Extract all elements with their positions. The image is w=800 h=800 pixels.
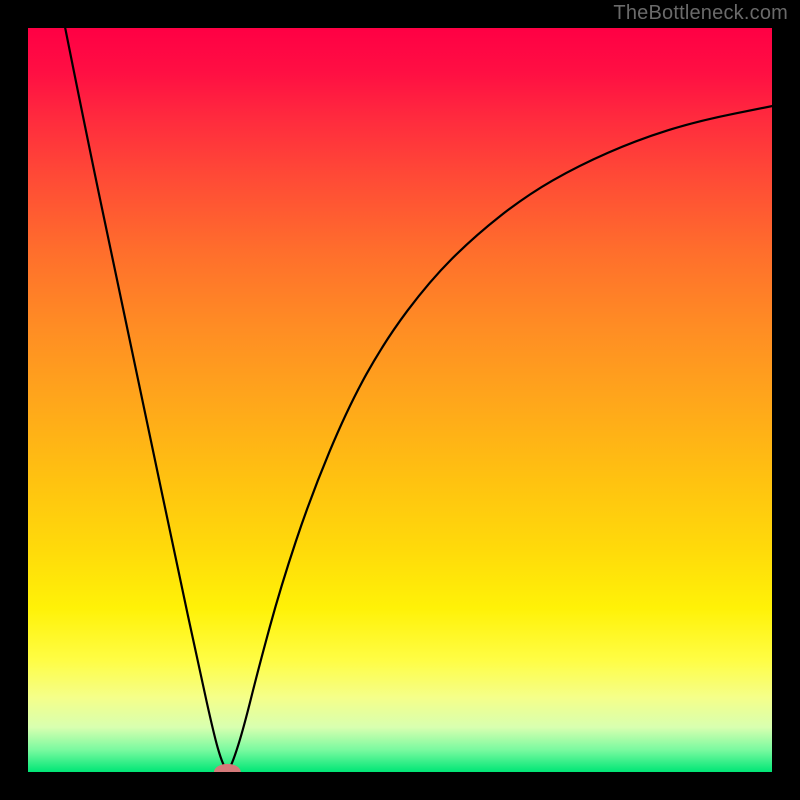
watermark-text: TheBottleneck.com [613, 2, 788, 25]
chart-frame: TheBottleneck.com [0, 0, 800, 800]
plot-area [28, 28, 772, 772]
bottleneck-chart [28, 28, 772, 772]
gradient-background [28, 28, 772, 772]
